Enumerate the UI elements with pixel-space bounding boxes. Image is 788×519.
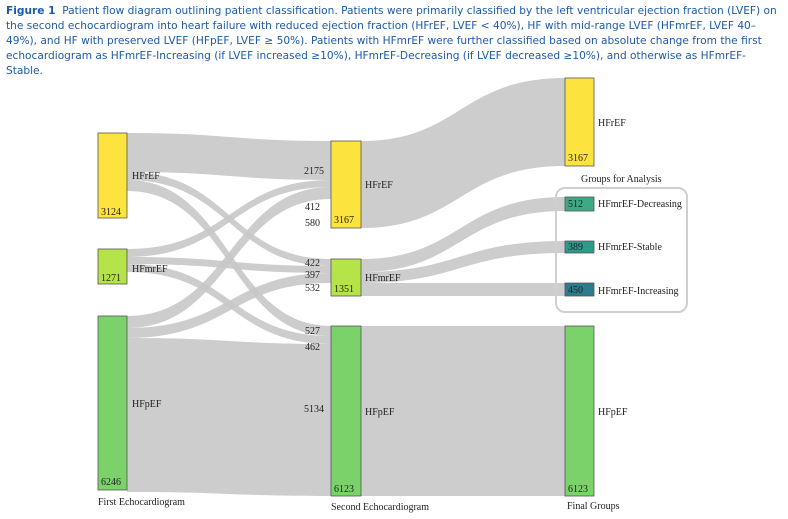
- flow-value-hfref-to-hfmref: 422: [305, 258, 320, 269]
- node-first-hfpef: [97, 315, 128, 491]
- count-final-hfref: 3167: [568, 153, 588, 164]
- stage-label-second: Second Echocardiogram: [331, 502, 429, 513]
- figure-caption-text: Patient flow diagram outlining patient c…: [6, 5, 777, 77]
- count-first-hfmref: 1271: [101, 273, 121, 284]
- link-first-hfpef-to-second-hfpef: [127, 338, 331, 496]
- link-first-hfmref-to-second-hfmref: [127, 257, 331, 273]
- figure-caption: Figure 1 Patient flow diagram outlining …: [6, 4, 782, 79]
- stage-label-final: Final Groups: [567, 501, 620, 512]
- label-first-hfpef: HFpEF: [132, 399, 162, 410]
- node-first-hfmref: [97, 248, 128, 285]
- label-first-hfmref: HFmrEF: [132, 264, 168, 275]
- node-second-hfmref: [330, 258, 362, 297]
- label-final-stable: HFmrEF-Stable: [598, 242, 662, 253]
- flow-value-hfref-to-hfpef: 527: [305, 326, 320, 337]
- analysis-group-box: [555, 187, 688, 313]
- label-final-hfpef: HFpEF: [598, 407, 628, 418]
- count-final-decreasing: 512: [568, 199, 583, 210]
- label-first-hfref: HFrEF: [132, 171, 160, 182]
- count-final-increasing: 450: [568, 285, 583, 296]
- node-final-hfref: [564, 77, 595, 167]
- flow-value-hfmref-to-hfmref: 397: [305, 270, 320, 281]
- link-second-hfpef-to-final-hfpef: [361, 326, 565, 496]
- label-second-hfpef: HFpEF: [365, 407, 395, 418]
- count-second-hfmref: 1351: [334, 284, 354, 295]
- flow-value-hfpef-to-hfmref: 532: [305, 283, 320, 294]
- link-first-hfref-to-second-hfref: [127, 133, 331, 180]
- label-final-increasing: HFmrEF-Increasing: [598, 286, 679, 297]
- label-final-hfref: HFrEF: [598, 118, 626, 129]
- node-second-hfref: [330, 140, 362, 229]
- stage-label-analysis: Groups for Analysis: [581, 174, 662, 185]
- link-first-hfref-to-second-hfmref: [127, 172, 331, 266]
- label-second-hfref: HFrEF: [365, 180, 393, 191]
- flow-value-hfref-to-hfref: 2175: [304, 166, 324, 177]
- link-second-hfref-to-final-hfref: [361, 78, 565, 228]
- figure-label: Figure 1: [6, 5, 56, 17]
- link-first-hfmref-to-second-hfpef: [127, 264, 331, 344]
- flow-value-hfpef-to-hfref: 580: [305, 218, 320, 229]
- node-second-hfpef: [330, 325, 362, 497]
- link-first-hfref-to-second-hfpef: [127, 180, 331, 336]
- count-first-hfref: 3124: [101, 207, 121, 218]
- link-second-hfmref-to-decreasing: [361, 197, 565, 272]
- flow-value-hfmref-to-hfpef: 462: [305, 342, 320, 353]
- link-second-hfmref-to-increasing: [361, 283, 565, 296]
- label-second-hfmref: HFmrEF: [365, 273, 401, 284]
- flow-value-hfmref-to-hfref: 412: [305, 202, 320, 213]
- node-final-stable: [564, 240, 595, 254]
- link-second-hfmref-to-stable: [361, 241, 565, 283]
- label-final-decreasing: HFmrEF-Decreasing: [598, 199, 682, 210]
- node-final-decreasing: [564, 196, 595, 212]
- count-first-hfpef: 6246: [101, 477, 121, 488]
- node-final-increasing: [564, 282, 595, 297]
- count-final-hfpef: 6123: [568, 484, 588, 495]
- count-final-stable: 389: [568, 242, 583, 253]
- flow-value-hfpef-to-hfpef: 5134: [304, 404, 324, 415]
- node-final-hfpef: [564, 325, 595, 497]
- count-second-hfpef: 6123: [334, 484, 354, 495]
- count-second-hfref: 3167: [334, 215, 354, 226]
- node-first-hfref: [97, 132, 128, 219]
- flow-links: [127, 78, 565, 496]
- stage-label-first: First Echocardiogram: [98, 497, 185, 508]
